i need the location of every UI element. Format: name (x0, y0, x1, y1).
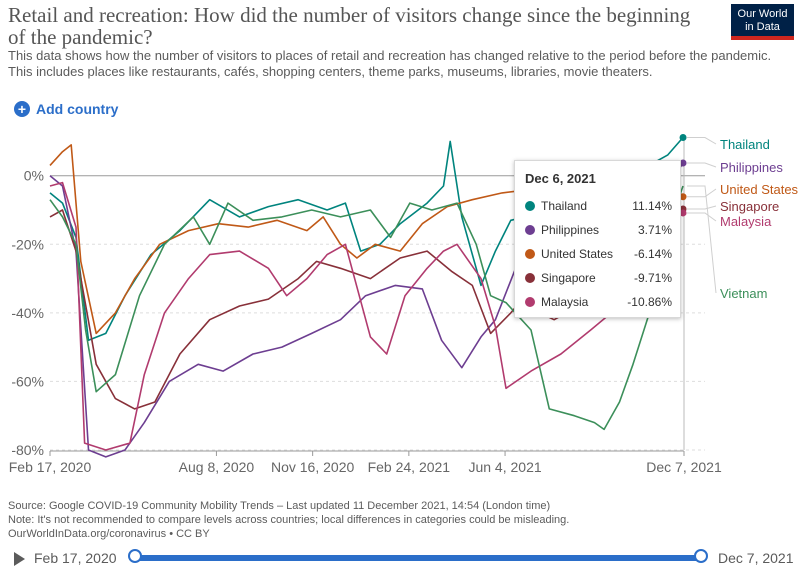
subtitle-line-2: This includes places like restaurants, c… (8, 64, 653, 79)
label-connector (687, 162, 717, 168)
x-tick-label: Aug 8, 2020 (179, 459, 255, 475)
license-line: OurWorldInData.org/coronavirus • CC BY (8, 528, 210, 540)
add-country-label: Add country (36, 101, 119, 117)
y-tick-label: -60% (11, 373, 44, 389)
x-tick-label: Dec 7, 2021 (646, 459, 722, 475)
series-end-label: Vietnam (720, 286, 767, 301)
tooltip-row: Malaysia -10.86% (525, 290, 672, 314)
tooltip-row: United States -6.14% (525, 242, 672, 266)
axis-layer: 0% -20% -40% -60% -80%Feb 17, 2020 Aug 8, 202… (9, 138, 722, 475)
plus-icon: + (14, 101, 30, 117)
source-line: Source: Google COVID-19 Community Mobili… (8, 500, 551, 512)
series-color-dot (525, 201, 535, 211)
tooltip-series-name: Philippines (541, 223, 600, 237)
series-end-marker (679, 193, 687, 201)
timeline-start-label: Feb 17, 2020 (34, 550, 117, 566)
timeline-end-label: Dec 7, 2021 (718, 550, 794, 566)
end-label-layer: Thailand Philippines United States Singapor… (687, 137, 799, 301)
chart-title: Retail and recreation: How did the numbe… (8, 3, 691, 49)
label-connector (687, 205, 717, 210)
y-tick-label: 0% (24, 168, 44, 184)
note-line: Note: It's not recommended to compare le… (8, 514, 570, 526)
series-color-dot (525, 273, 535, 283)
tooltip-date: Dec 6, 2021 (525, 171, 596, 186)
logo-line-2: in Data (745, 21, 780, 33)
hover-tooltip: Dec 6, 2021 Thailand 11.14% Philippines … (514, 160, 681, 318)
tooltip-series-value: -9.71% (633, 271, 672, 285)
x-tick-label: Nov 16, 2020 (271, 459, 354, 475)
series-color-dot (525, 297, 535, 307)
tooltip-row: Singapore -9.71% (525, 266, 672, 290)
series-color-dot (525, 249, 535, 259)
owid-logo[interactable]: Our World in Data (731, 4, 794, 40)
timeline-slider[interactable]: Feb 17, 2020 Dec 7, 2021 (0, 548, 800, 572)
subtitle-line-1: This data shows how the number of visito… (8, 48, 772, 63)
series-end-marker (679, 209, 687, 217)
play-icon[interactable] (14, 552, 25, 566)
tooltip-series-value: 3.71% (637, 223, 672, 237)
series-end-label: United States (720, 182, 799, 197)
series-end-label: Singapore (720, 199, 779, 214)
series-end-label: Thailand (720, 137, 770, 152)
tooltip-row: Thailand 11.14% (525, 194, 672, 218)
logo-line-1: Our World (737, 8, 788, 20)
timeline-track[interactable] (134, 555, 700, 561)
label-connector (687, 137, 717, 145)
tooltip-row: Philippines 3.71% (525, 218, 672, 242)
label-connector (687, 185, 717, 294)
x-tick-label: Feb 17, 2020 (9, 459, 92, 475)
chart-sources: Source: Google COVID-19 Community Mobili… (8, 499, 569, 541)
series-end-marker (679, 134, 687, 142)
y-tick-label: -20% (11, 236, 44, 252)
series-line-malaysia (49, 181, 684, 451)
series-line-vietnam (49, 185, 684, 431)
chart-subtitle: This data shows how the number of visito… (8, 48, 788, 80)
line-chart[interactable]: 0% -20% -40% -60% -80%Feb 17, 2020 Aug 8, 202… (0, 130, 800, 480)
label-connector (687, 212, 717, 222)
tooltip-series-value: -6.14% (633, 247, 672, 261)
x-tick-label: Feb 24, 2021 (368, 459, 451, 475)
tooltip-series-value: 11.14% (632, 199, 672, 213)
series-color-dot (525, 225, 535, 235)
series-end-marker (679, 159, 687, 167)
timeline-end-handle[interactable] (694, 549, 708, 563)
add-country-button[interactable]: + Add country (14, 101, 118, 117)
tooltip-series-value: -10.86% (627, 295, 672, 309)
x-tick-label: Jun 4, 2021 (468, 459, 541, 475)
tooltip-series-name: Singapore (541, 271, 596, 285)
series-end-label: Philippines (720, 160, 783, 175)
tooltip-series-name: Malaysia (541, 295, 589, 309)
tooltip-series-name: Thailand (541, 199, 588, 213)
label-connector (687, 188, 717, 198)
timeline-start-handle[interactable] (128, 549, 142, 563)
tooltip-series-name: United States (541, 247, 614, 261)
y-tick-label: -80% (11, 442, 44, 458)
series-end-label: Malaysia (720, 214, 772, 229)
y-tick-label: -40% (11, 305, 44, 321)
